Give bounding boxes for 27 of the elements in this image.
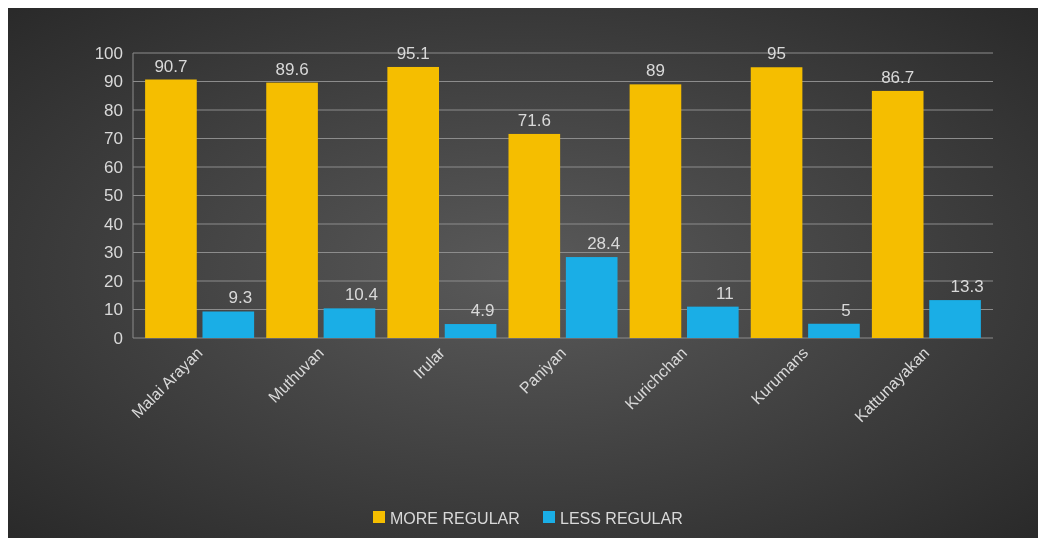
data-label: 95.1 — [396, 43, 430, 63]
data-label: 89 — [645, 61, 665, 81]
y-tick-label: 50 — [104, 186, 123, 206]
y-tick-label: 60 — [104, 157, 123, 177]
y-tick-label: 0 — [113, 328, 123, 348]
data-label: 86.7 — [881, 67, 915, 87]
data-label: 90.7 — [154, 56, 188, 76]
legend-label: MORE REGULAR — [390, 509, 520, 527]
data-label: 4.9 — [470, 301, 495, 321]
y-tick-label: 30 — [104, 243, 123, 263]
y-tick-label: 20 — [104, 271, 123, 291]
data-label: 13.3 — [950, 277, 984, 297]
data-label: 95 — [767, 44, 787, 64]
y-tick-label: 10 — [104, 300, 123, 320]
data-label: 5 — [841, 300, 851, 320]
data-label: 11 — [715, 283, 734, 303]
data-label: 71.6 — [517, 110, 551, 130]
data-label: 89.6 — [275, 59, 309, 79]
y-tick-label: 80 — [104, 100, 123, 120]
data-label: 28.4 — [587, 234, 621, 254]
y-tick-label: 100 — [94, 43, 123, 63]
data-label: 9.3 — [228, 288, 253, 308]
y-tick-label: 70 — [104, 129, 123, 149]
y-tick-label: 40 — [104, 214, 123, 234]
data-label: 10.4 — [344, 285, 378, 305]
legend-label: LESS REGULAR — [560, 509, 683, 527]
y-tick-label: 90 — [104, 72, 123, 92]
